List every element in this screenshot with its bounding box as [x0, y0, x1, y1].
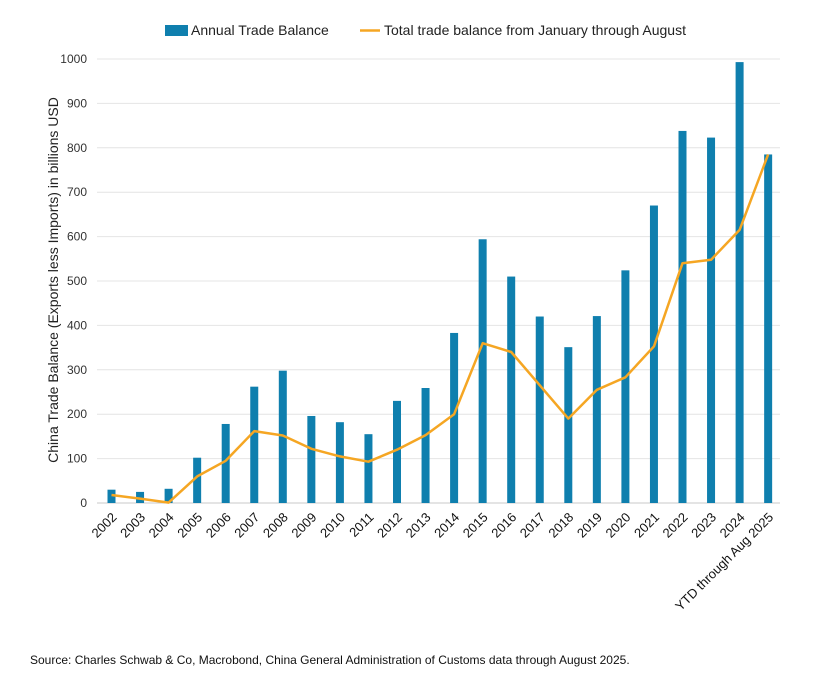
x-tick-label: 2022	[660, 510, 691, 541]
gridlines	[97, 58, 780, 504]
y-axis-title: China Trade Balance (Exports less Import…	[45, 97, 61, 463]
x-tick-label: 2012	[374, 510, 405, 541]
x-tick-label: 2006	[203, 510, 234, 541]
x-tick-label: 2004	[146, 510, 177, 541]
x-axis-ticks: 2002200320042005200620072008200920102011…	[89, 510, 777, 614]
bar	[221, 423, 230, 503]
legend-label-bar: Annual Trade Balance	[191, 22, 329, 38]
y-tick-label: 100	[67, 452, 87, 466]
bar	[621, 270, 630, 503]
y-tick-label: 300	[67, 363, 87, 377]
bar-series	[107, 62, 773, 504]
x-tick-label: 2003	[117, 510, 148, 541]
y-tick-label: 900	[67, 96, 87, 110]
x-tick-label: 2019	[574, 510, 605, 541]
y-tick-label: 200	[67, 407, 87, 421]
bar	[592, 316, 601, 503]
bar	[250, 386, 259, 503]
bar	[564, 347, 573, 503]
x-tick-label: 2014	[431, 510, 462, 541]
bar	[764, 154, 773, 503]
bar	[507, 276, 516, 503]
y-tick-label: 1000	[60, 52, 87, 66]
x-tick-label: 2009	[288, 510, 319, 541]
x-tick-label: 2016	[488, 510, 519, 541]
y-tick-label: 0	[80, 496, 87, 510]
bar	[707, 137, 716, 503]
bar	[307, 415, 316, 503]
bar	[478, 239, 487, 503]
bar	[335, 422, 344, 503]
y-tick-label: 400	[67, 318, 87, 332]
bar	[164, 488, 173, 503]
x-tick-label: 2015	[460, 510, 491, 541]
line-series	[111, 154, 770, 504]
y-tick-label: 500	[67, 274, 87, 288]
y-tick-label: 700	[67, 185, 87, 199]
bar	[107, 489, 116, 503]
y-axis-ticks: 0 100 200 300 400 500 600 700 800 900 1000	[60, 52, 87, 510]
bar	[450, 332, 459, 503]
x-tick-label: 2007	[231, 510, 262, 541]
x-tick-label: 2010	[317, 510, 348, 541]
x-tick-label: 2002	[89, 510, 120, 541]
bar	[364, 434, 373, 503]
bar	[678, 130, 687, 504]
bar	[649, 205, 658, 503]
bar	[735, 62, 744, 503]
bar	[535, 316, 544, 503]
source-note: Source: Charles Schwab & Co, Macrobond, …	[30, 653, 630, 667]
x-tick-label: 2017	[517, 510, 548, 541]
x-tick-label: 2005	[174, 510, 205, 541]
x-tick-label: 2013	[403, 510, 434, 541]
trend-line	[111, 154, 770, 504]
x-tick-label: 2008	[260, 510, 291, 541]
bar	[393, 400, 401, 503]
x-tick-label: 2011	[346, 510, 376, 540]
bar	[421, 388, 430, 503]
y-tick-label: 600	[67, 230, 87, 244]
x-tick-label: 2023	[688, 510, 719, 541]
x-tick-label: 2018	[545, 510, 576, 541]
bar	[193, 457, 202, 503]
x-tick-label: 2020	[602, 510, 633, 541]
x-tick-label: 2021	[631, 510, 662, 541]
y-tick-label: 800	[67, 141, 87, 155]
legend: Annual Trade Balance Total trade balance …	[165, 22, 686, 38]
legend-bar-swatch	[165, 25, 188, 36]
legend-label-line: Total trade balance from January through…	[384, 22, 686, 38]
